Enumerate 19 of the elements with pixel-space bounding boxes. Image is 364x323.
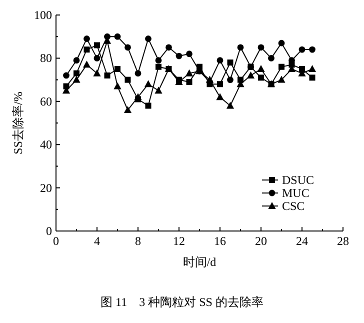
legend-label: DSUC [282,173,314,187]
y-axis-title: SS去除率/% [11,92,25,154]
x-tick-label: 8 [135,234,141,248]
caption: 图 11 3 种陶粒对 SS 的去除率 [100,295,264,309]
x-tick-label: 28 [337,234,349,248]
x-tick-label: 24 [296,234,308,248]
legend-label: CSC [282,199,305,213]
y-tick-label: 60 [40,94,52,108]
x-tick-label: 4 [94,234,100,248]
x-tick-label: 20 [255,234,267,248]
y-tick-label: 100 [34,8,52,22]
y-tick-label: 20 [40,180,52,195]
x-tick-label: 16 [214,234,226,248]
y-tick-label: 40 [40,138,52,152]
legend-label: MUC [282,186,310,200]
y-tick-label: 80 [40,51,52,66]
x-tick-label: 12 [173,234,185,248]
x-axis-title: 时间/d [182,255,216,269]
y-tick-label: 0 [46,224,52,238]
